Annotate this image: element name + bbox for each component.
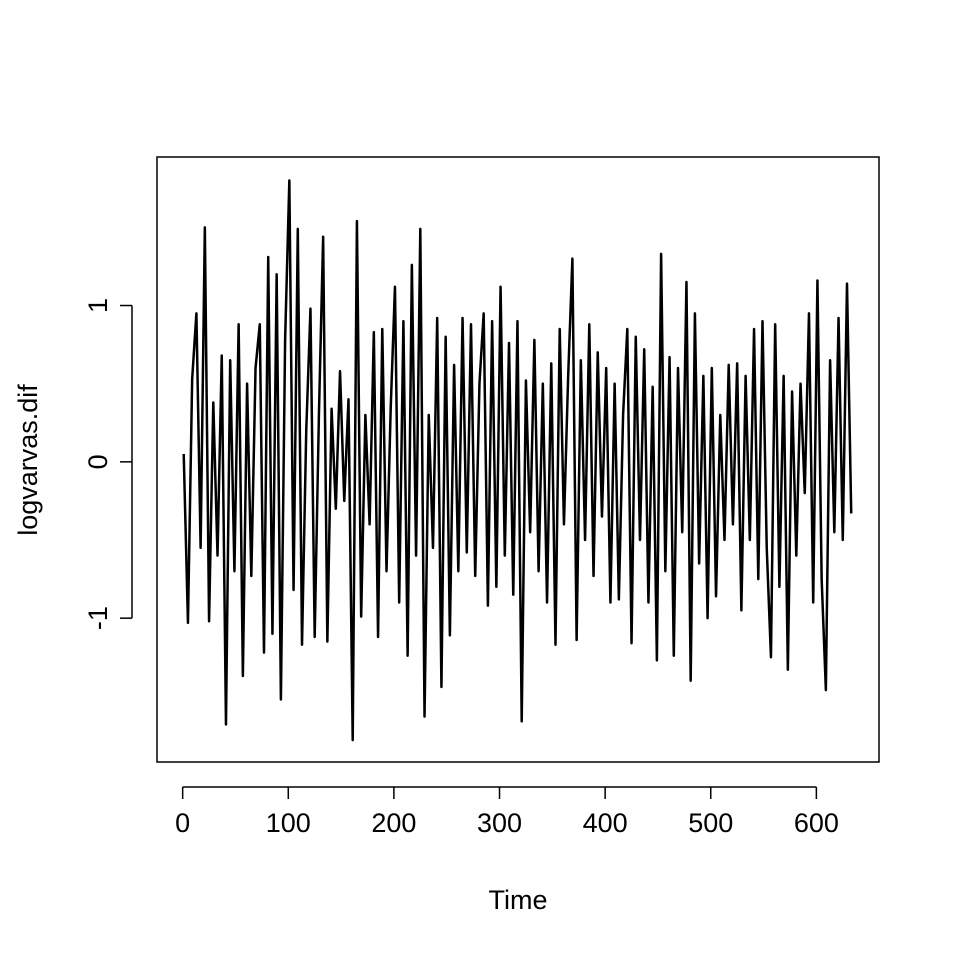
x-tick-label: 100: [266, 808, 311, 838]
x-tick-label: 500: [688, 808, 733, 838]
x-axis-label: Time: [489, 885, 548, 915]
y-tick-label: 1: [83, 298, 113, 313]
plot-box: [156, 156, 880, 763]
x-tick-label: 600: [794, 808, 839, 838]
y-axis-label: logvarvas.dif: [13, 384, 43, 536]
x-tick-label: 400: [583, 808, 628, 838]
x-tick-label: 300: [477, 808, 522, 838]
y-tick-label: 0: [83, 454, 113, 469]
y-tick-label: -1: [83, 606, 113, 630]
x-tick-label: 200: [371, 808, 416, 838]
x-tick-label: 0: [175, 808, 190, 838]
series-line: [182, 179, 853, 742]
